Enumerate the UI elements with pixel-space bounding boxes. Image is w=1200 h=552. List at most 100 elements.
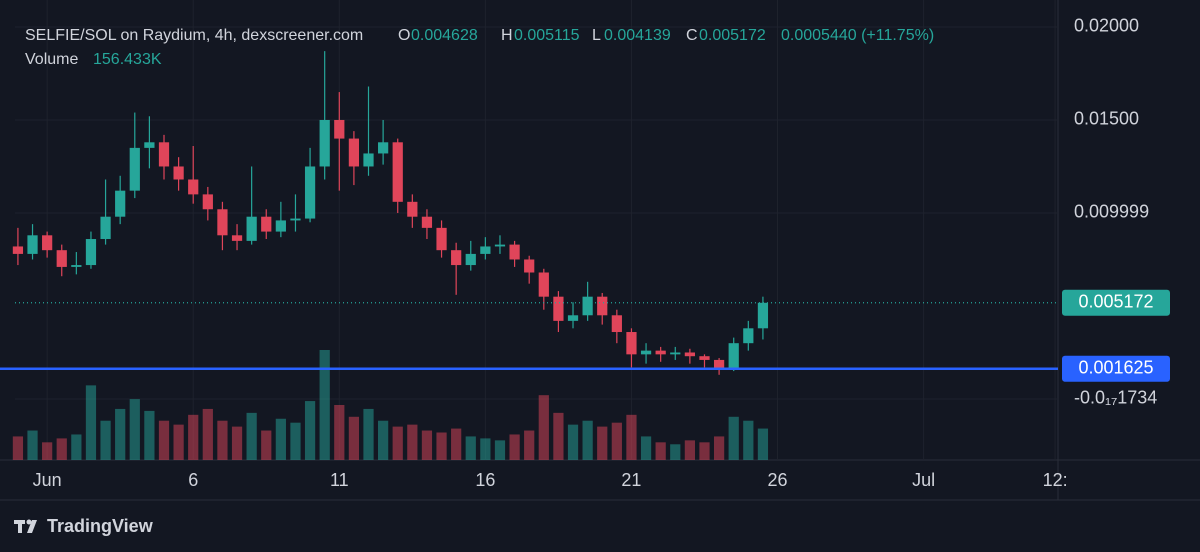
candle-body [290, 218, 301, 221]
candle-body [85, 239, 97, 266]
candle-body [12, 246, 24, 254]
volume-label: Volume [25, 51, 78, 68]
candle-body [728, 343, 739, 370]
brand-logo [14, 519, 37, 533]
volume-bar [538, 395, 549, 460]
candle-body [115, 190, 126, 217]
candle-body [27, 235, 38, 254]
candle-body [188, 179, 199, 195]
volume-bar [217, 420, 228, 460]
candle-body [158, 142, 170, 167]
volume-bar [757, 428, 769, 460]
hline-price-label: 0.001625 [1078, 358, 1153, 378]
volume-bar [144, 410, 155, 460]
volume-bar [378, 420, 389, 460]
candle-body [640, 350, 652, 355]
x-tick-label: 11 [330, 470, 349, 490]
volume-bar [115, 408, 126, 460]
volume-bar [12, 436, 24, 460]
candle-body [743, 328, 754, 344]
y-tick-label: 0.009999 [1074, 202, 1149, 222]
volume-bar [85, 385, 97, 460]
volume-bar [567, 424, 579, 460]
x-tick-label: 16 [475, 470, 495, 490]
candle-body [655, 350, 666, 355]
volume-bar [56, 438, 67, 460]
x-tick-label: Jun [33, 470, 62, 490]
candle-body [480, 246, 491, 254]
volume-bar [304, 401, 316, 460]
candle-body [713, 359, 725, 370]
volume-bar [728, 416, 739, 460]
candle-body [144, 142, 155, 148]
candle-body [231, 235, 243, 241]
volume-bar [407, 424, 418, 460]
volume-bar [611, 422, 622, 460]
brand-name: TradingView [47, 516, 154, 536]
volume-bar [231, 426, 243, 460]
x-tick-label: 21 [621, 470, 641, 490]
volume-bar [553, 412, 564, 460]
close-label: C [686, 27, 698, 44]
candle-body [538, 272, 549, 297]
candle-body [611, 315, 622, 333]
volume-bar [129, 399, 140, 460]
candle-body [129, 147, 140, 191]
volume-bar [392, 426, 403, 460]
volume-bar [465, 436, 476, 460]
candle-body [451, 250, 462, 266]
volume-bar [290, 422, 301, 460]
y-tick-label: -0.0₁₇1734 [1074, 388, 1157, 408]
volume-bar [319, 350, 330, 460]
candle-body [202, 194, 213, 210]
candle-body [173, 166, 184, 180]
volume-bar [626, 414, 637, 460]
candle-body [319, 119, 330, 167]
volume-bar [334, 405, 345, 460]
candle-body [392, 142, 403, 202]
candle-body [421, 216, 433, 228]
volume-bar [421, 430, 433, 460]
candle-body [757, 302, 769, 329]
candle-body [275, 220, 286, 232]
candle-body [494, 244, 506, 247]
close-value: 0.005172 [699, 27, 766, 44]
x-tick-label: Jul [912, 470, 935, 490]
candle-body [407, 201, 418, 217]
last-price-box [1062, 289, 1170, 316]
candle-body [246, 216, 257, 241]
y-tick-label: 0.01500 [1074, 109, 1139, 129]
volume-bar [42, 442, 53, 460]
volume-bar [275, 418, 286, 460]
candle-body [217, 209, 228, 236]
last-price-label: 0.005172 [1078, 292, 1153, 312]
open-label: O [398, 27, 410, 44]
volume-bar [699, 442, 710, 460]
candle-body [567, 315, 579, 321]
candle-body [42, 235, 53, 251]
low-value: 0.004139 [604, 27, 671, 44]
volume-bar [202, 408, 213, 460]
low-label: L [592, 27, 601, 44]
candle-body [509, 244, 520, 260]
candle-body [363, 153, 374, 167]
volume-bar [436, 432, 447, 460]
volume-bar [71, 434, 82, 460]
candle-body [56, 250, 67, 267]
candle-body [684, 352, 695, 357]
x-tick-label: 12: [1043, 470, 1068, 490]
volume-bar [100, 420, 111, 460]
y-tick-label: 0.02000 [1074, 16, 1139, 36]
volume-bar [188, 414, 199, 460]
candle-body [582, 296, 593, 316]
volume-value: 156.433K [93, 51, 162, 68]
volume-bar [261, 430, 272, 460]
volume-bar [670, 444, 681, 460]
candle-body [71, 265, 82, 267]
candle-body [597, 296, 608, 316]
volume-bar [158, 420, 170, 460]
candle-body [436, 227, 447, 251]
volume-bar [640, 436, 652, 460]
high-value: 0.005115 [514, 27, 580, 44]
